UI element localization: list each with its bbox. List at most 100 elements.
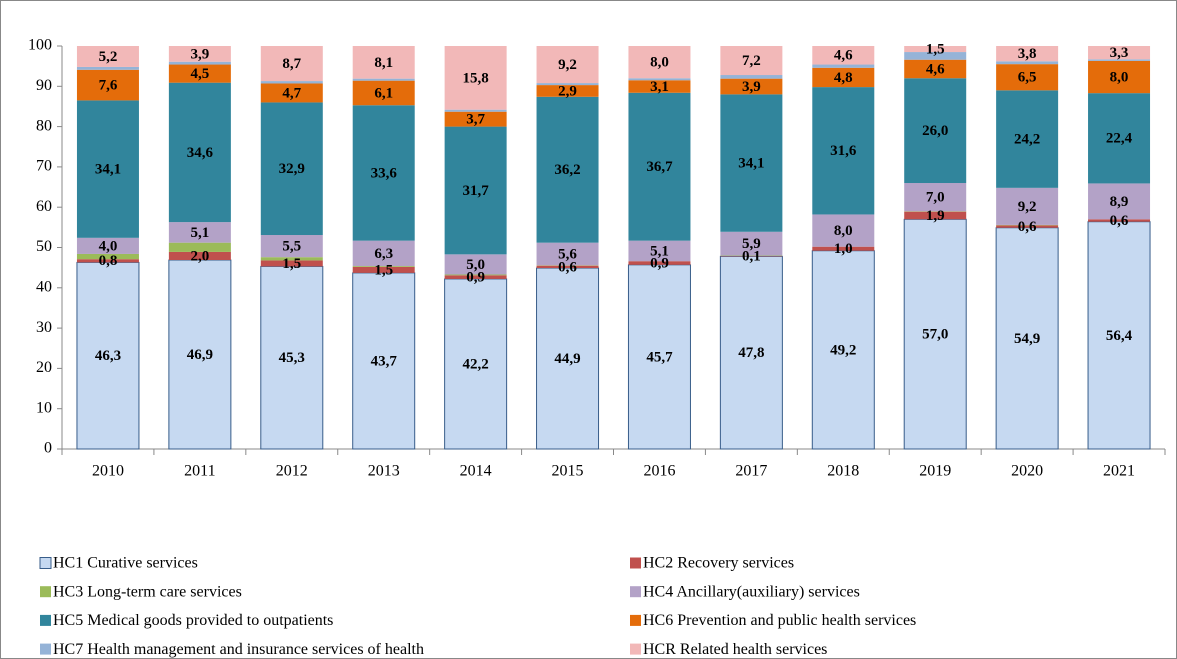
bar-segment <box>720 75 783 79</box>
data-label: 3,9 <box>742 79 761 95</box>
bar-segment <box>168 242 231 252</box>
data-label: 2,9 <box>558 83 577 99</box>
bar-segment <box>352 266 415 267</box>
data-label: 6,1 <box>374 85 393 101</box>
bar-segment <box>720 231 783 256</box>
bar-segment <box>260 260 323 267</box>
data-label: 4,6 <box>926 61 945 77</box>
bar-segment <box>1088 46 1151 60</box>
bar-segment <box>996 61 1059 65</box>
data-label: 46,9 <box>187 347 213 363</box>
legend-label: HC2 Recovery services <box>643 555 794 572</box>
bar-segment <box>628 261 691 265</box>
data-label: 0,9 <box>466 270 485 286</box>
data-label: 54,9 <box>1014 331 1040 347</box>
bar-segment <box>628 92 691 241</box>
x-tick-label: 2017 <box>735 463 767 480</box>
data-label: 45,3 <box>279 350 305 366</box>
legend-swatch <box>630 586 641 598</box>
bar-segment <box>536 46 599 84</box>
bar-segment <box>76 261 140 450</box>
y-tick-label: 80 <box>36 117 52 134</box>
data-label: 7,0 <box>926 190 945 206</box>
bar-segment <box>903 218 967 450</box>
bar-segment <box>168 222 231 243</box>
data-label: 6,3 <box>374 246 393 262</box>
data-label: 57,0 <box>922 327 948 343</box>
data-label: 3,8 <box>1018 46 1037 62</box>
bar-segment <box>444 254 507 275</box>
bar-segment <box>352 240 415 267</box>
data-label: 5,6 <box>558 246 577 262</box>
legend-label: HC5 Medical goods provided to outpatient… <box>53 612 333 629</box>
legend: HC1 Curative services HC2 Recovery servic… <box>39 555 916 658</box>
data-label: 5,9 <box>742 236 761 252</box>
bar-segment <box>260 235 323 258</box>
bar-segment <box>76 66 139 70</box>
data-label: 7,6 <box>99 78 118 94</box>
bar-segment <box>76 69 139 101</box>
data-label: 4,7 <box>282 85 301 101</box>
x-tick-label: 2018 <box>827 463 859 480</box>
data-label: 8,0 <box>650 55 669 71</box>
y-tick-label: 30 <box>36 319 52 336</box>
bar-segment <box>444 126 507 255</box>
bar-segment <box>76 237 139 254</box>
legend-swatch <box>630 643 641 655</box>
data-label: 43,7 <box>371 353 398 369</box>
bar-segment <box>1088 219 1151 222</box>
x-tick-label: 2011 <box>184 463 215 480</box>
bar-segment <box>628 46 691 79</box>
data-label: 9,2 <box>558 57 577 73</box>
bar-segment <box>444 111 507 127</box>
bar-segment <box>628 240 691 262</box>
bar-segment <box>168 82 231 223</box>
data-label: 5,1 <box>650 243 669 259</box>
bar-segment <box>76 46 139 67</box>
data-label: 33,6 <box>371 165 398 181</box>
data-label: 42,2 <box>463 356 489 372</box>
bar-segment <box>627 264 691 450</box>
y-tick-label: 70 <box>36 158 52 175</box>
data-label: 26,0 <box>922 123 948 139</box>
bar-segment <box>444 274 507 276</box>
data-label: 46,3 <box>95 348 121 364</box>
bar-segment <box>444 109 507 112</box>
bar-segment <box>168 251 231 260</box>
bar-segment <box>812 246 875 251</box>
bar-segment <box>352 272 416 450</box>
data-label: 1,9 <box>926 208 945 224</box>
data-label: 4,0 <box>99 238 118 254</box>
data-label: 44,9 <box>554 351 580 367</box>
data-label: 56,4 <box>1106 328 1133 344</box>
data-label: 9,2 <box>1018 199 1037 215</box>
y-tick-label: 90 <box>36 77 52 94</box>
bar-segment <box>260 102 323 236</box>
bar-segment <box>168 46 231 62</box>
x-tick-label: 2012 <box>276 463 308 480</box>
data-label: 5,1 <box>191 225 210 241</box>
data-label: 5,5 <box>282 239 301 255</box>
bar-segment <box>904 211 967 220</box>
x-tick-label: 2014 <box>460 463 492 480</box>
data-label: 1,5 <box>282 256 301 272</box>
legend-label: HC4 Ancillary(auxiliary) services <box>643 583 860 600</box>
bar-segment <box>812 87 875 215</box>
bar-segment <box>260 46 323 82</box>
data-label: 2,0 <box>191 248 210 264</box>
bar-segment <box>720 46 783 76</box>
plot-area: 0 10 20 30 40 50 60 70 80 90 100 2010 2011 2012 2013 20… <box>28 37 1166 480</box>
data-label: 36,7 <box>646 159 673 175</box>
data-label: 3,9 <box>191 46 210 62</box>
bar-segment <box>536 85 599 97</box>
y-tick-label: 40 <box>36 278 52 295</box>
bar-segment <box>811 250 875 450</box>
x-tick-label: 2020 <box>1011 463 1043 480</box>
bar-segment <box>352 78 415 81</box>
x-tick-label: 2016 <box>643 463 675 480</box>
bar-segment <box>352 105 415 241</box>
data-label: 31,6 <box>830 143 857 159</box>
data-label: 0,6 <box>558 259 577 275</box>
bar-segment <box>536 265 599 269</box>
bar-segment <box>168 64 231 83</box>
